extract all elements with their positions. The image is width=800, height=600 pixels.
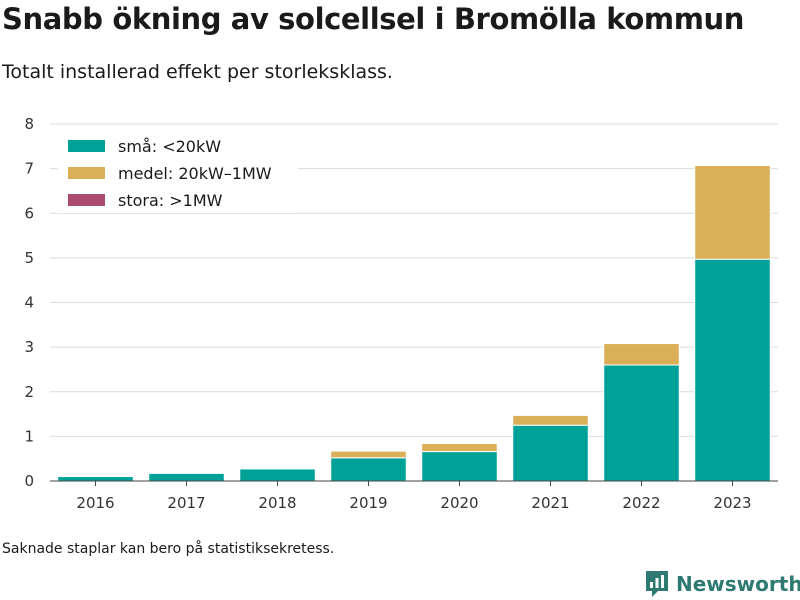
x-tick-label: 2023 [713,494,751,512]
y-tick-label: 3 [24,338,34,356]
footnote: Saknade staplar kan bero på statistiksek… [2,541,335,557]
x-tick-label: 2022 [622,494,660,512]
bar-segment [421,451,498,482]
bar-segment [421,443,498,453]
y-tick-label: 8 [24,115,34,133]
legend-label: medel: 20kW–1MW [118,164,272,183]
bar-segment [512,414,589,426]
brand: Newsworthy [644,568,800,600]
bar-segment [694,165,771,260]
brand-name: Newsworthy [676,572,800,596]
legend: små: <20kW medel: 20kW–1MW stora: >1MW [58,131,298,213]
bar-segment [603,343,680,366]
bar-segment [330,457,407,482]
legend-swatch [68,167,105,179]
chart-title: Snabb ökning av solcellsel i Bromölla ko… [2,2,745,36]
legend-swatch [68,194,105,206]
x-tick-label: 2016 [76,494,114,512]
legend-label: små: <20kW [118,137,221,156]
bar-segment [57,476,134,482]
x-tick-label: 2017 [167,494,205,512]
y-tick-label: 7 [24,160,34,178]
bars [57,165,771,482]
axes: 0 1 2 3 4 5 6 7 8 2016 2017 2018 2019 2020 2021 2022 202… [24,115,778,512]
y-tick-label: 4 [24,294,34,312]
bar-segment [239,468,316,482]
y-tick-label: 2 [24,383,34,401]
x-tick-label: 2018 [258,494,296,512]
y-tick-label: 0 [24,472,34,490]
y-tick-label: 6 [24,204,34,222]
newsworthy-logo-icon [646,571,668,597]
x-tick-label: 2021 [531,494,569,512]
legend-label: stora: >1MW [118,191,223,210]
x-tick-label: 2020 [440,494,478,512]
bar-segment [603,364,680,482]
legend-swatch [68,140,105,152]
bar-segment [330,450,407,459]
bar-segment [512,424,589,482]
y-tick-label: 5 [24,249,34,267]
bar-segment [694,258,771,482]
chart-subtitle: Totalt installerad effekt per storlekskl… [2,61,393,83]
y-tick-label: 1 [24,427,34,445]
bar-segment [148,472,225,482]
x-tick-label: 2019 [349,494,387,512]
